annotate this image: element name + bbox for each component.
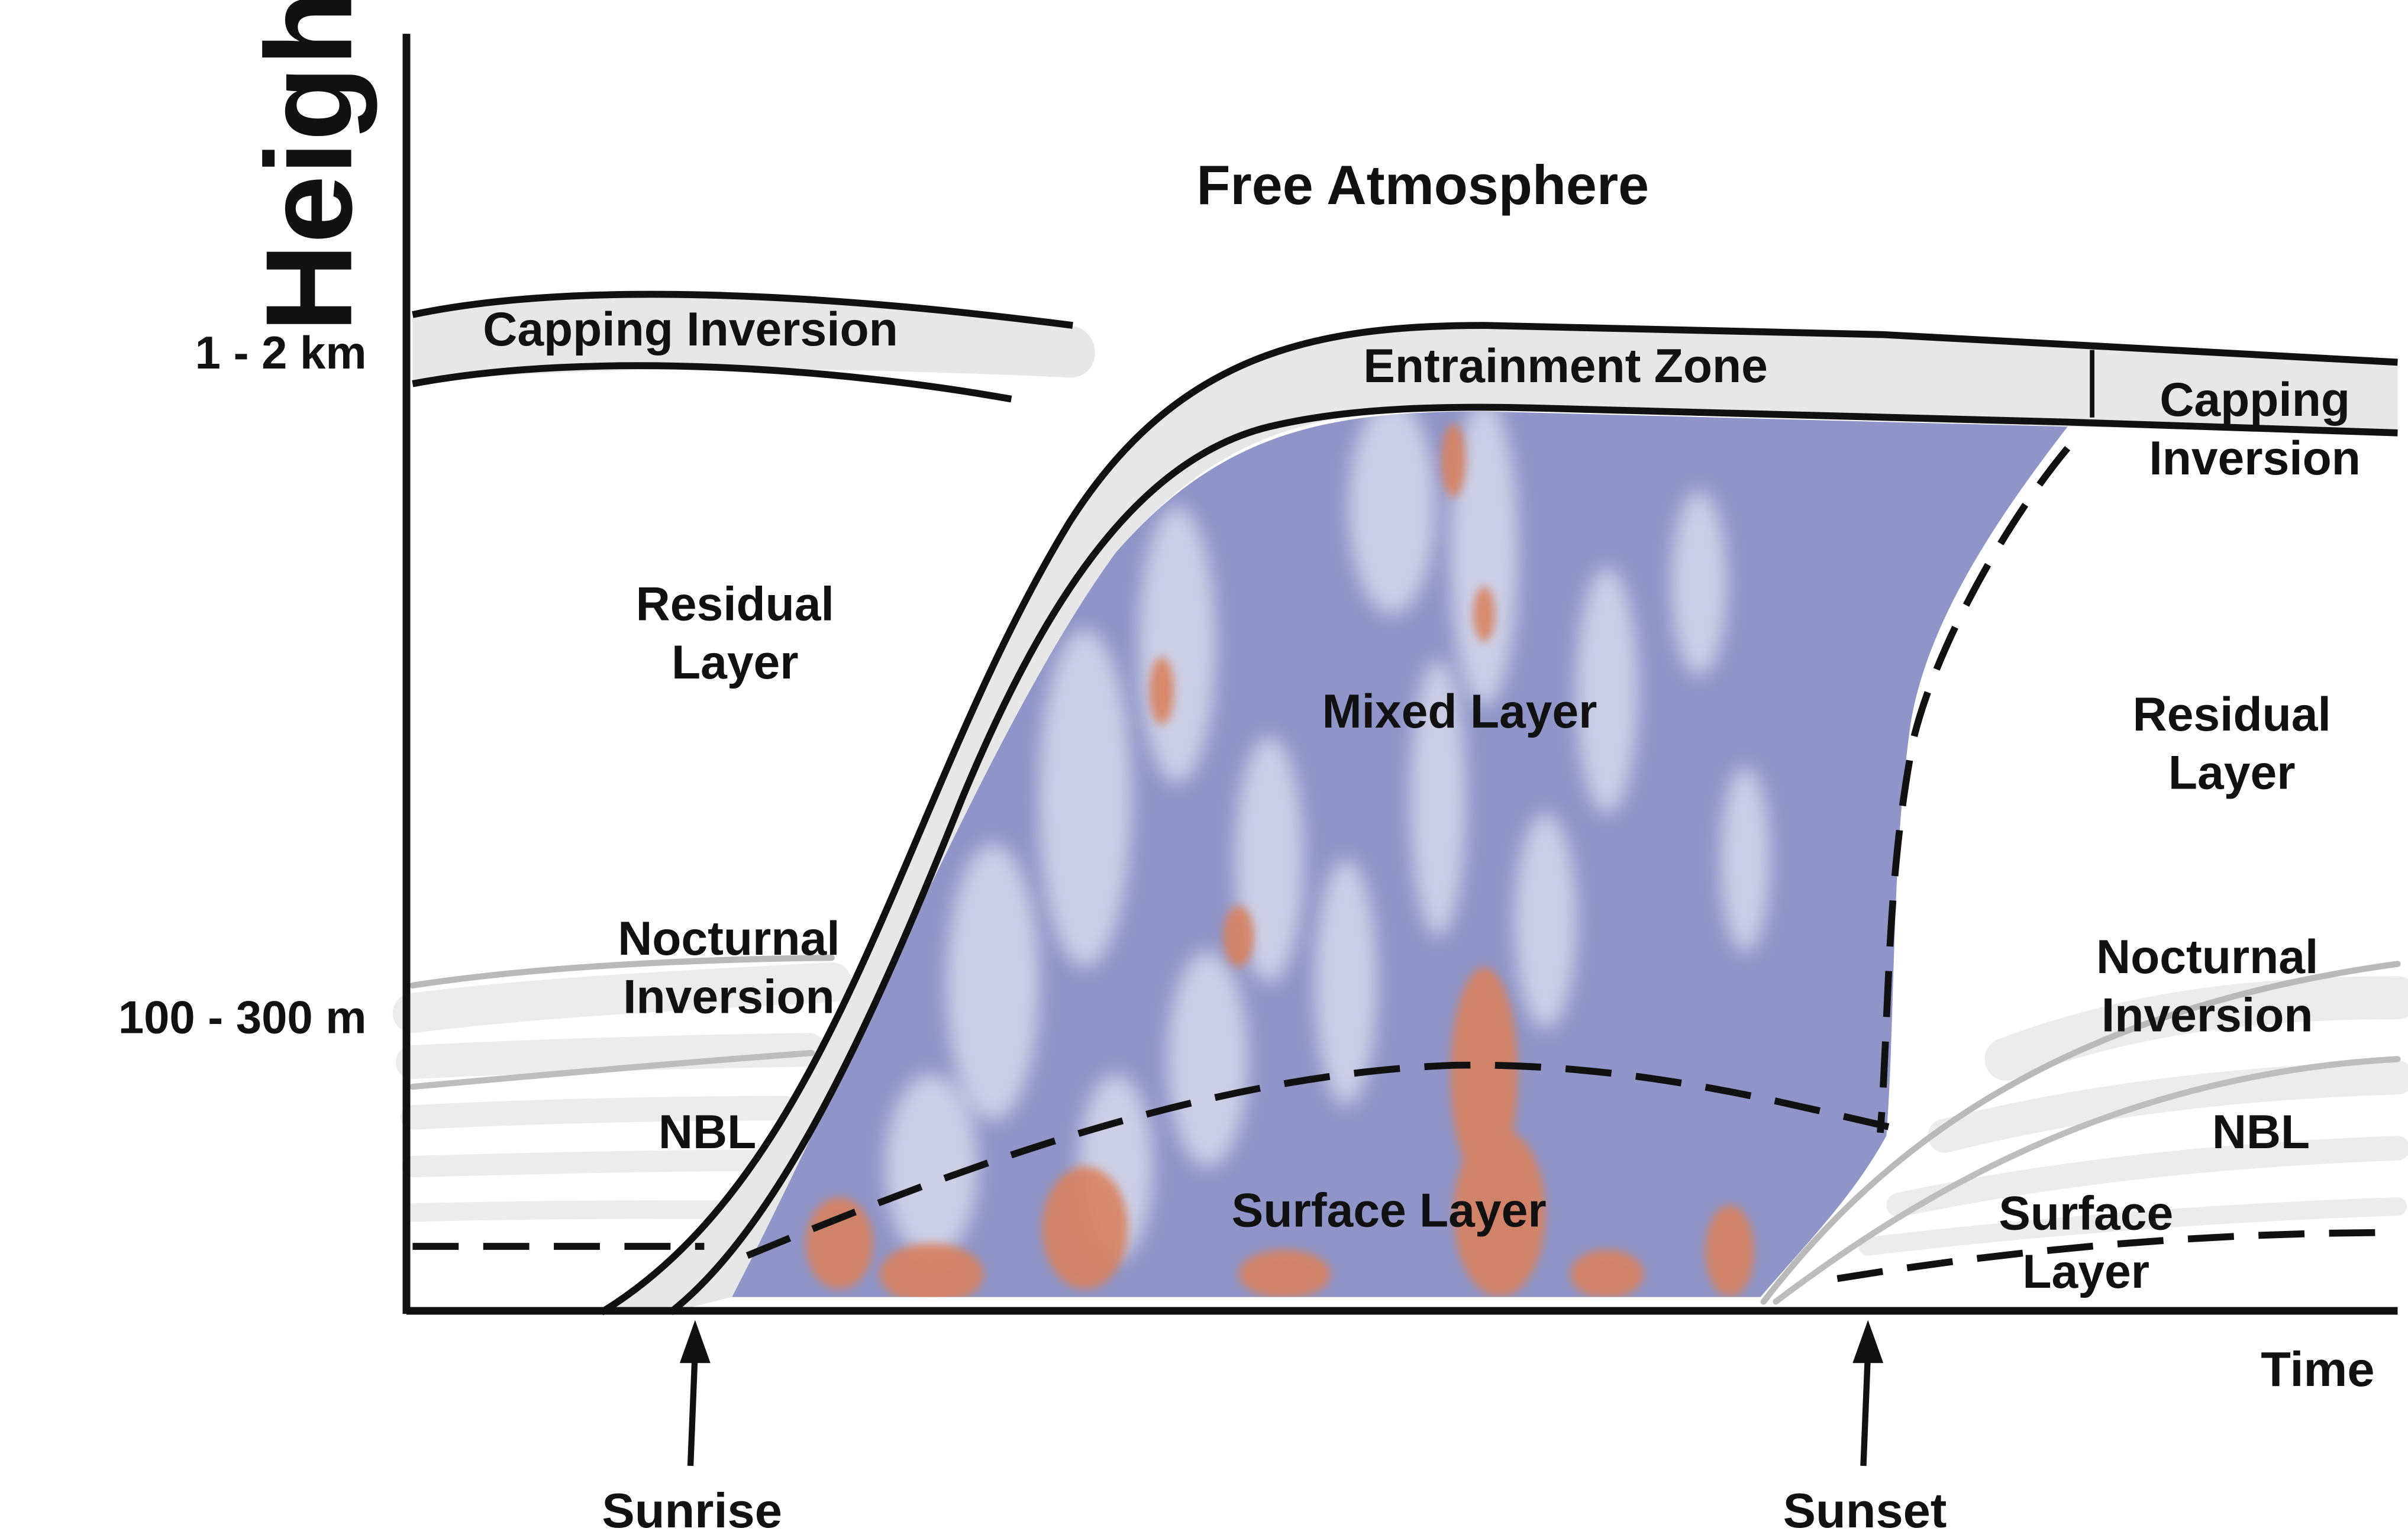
nocturnal-inversion-right-label-1: Nocturnal xyxy=(2096,930,2318,984)
dashed-boundaries xyxy=(412,445,2398,1282)
capping-inversion-right-label-1: Capping xyxy=(2160,373,2350,426)
surface-layer-right-label-1: Surface xyxy=(1999,1187,2173,1240)
nbl-right-label: NBL xyxy=(2212,1106,2310,1159)
entrainment-zone-band xyxy=(599,322,2398,1316)
surface-layer-mid-label: Surface Layer xyxy=(1232,1184,1547,1237)
x-axis-label: Time xyxy=(2261,1342,2374,1397)
residual-layer-right-label-2: Layer xyxy=(2168,747,2296,800)
nocturnal-inversion-left-label-2: Inversion xyxy=(623,971,835,1024)
residual-layer-top-dashed xyxy=(1877,445,2071,1133)
labels: Height 1 - 2 km 100 - 300 m Time Sunrise… xyxy=(118,0,2375,1538)
capping-inversion-left-band xyxy=(412,290,1095,403)
nocturnal-layers-right xyxy=(1760,961,2408,1305)
residual-layer-left-label-2: Layer xyxy=(672,636,799,689)
capping-inversion-left-label: Capping Inversion xyxy=(483,303,898,356)
sunset-arrow-icon xyxy=(1852,1320,1884,1363)
nocturnal-layers-left xyxy=(392,954,852,1222)
y-tick-1-2km: 1 - 2 km xyxy=(195,328,367,379)
surface-layer-top-dashed xyxy=(745,1061,1903,1259)
y-axis-label: Height xyxy=(240,0,377,332)
y-tick-100-300m: 100 - 300 m xyxy=(118,992,367,1043)
axes xyxy=(402,34,2398,1315)
surface-layer-right-label-2: Layer xyxy=(2022,1245,2149,1298)
sunset-label: Sunset xyxy=(1783,1483,1947,1538)
residual-layer-left-label-1: Residual xyxy=(636,577,834,631)
nocturnal-inversion-left-label-1: Nocturnal xyxy=(618,912,840,965)
turbulence-texture xyxy=(805,411,1770,1297)
entrainment-zone-label: Entrainment Zone xyxy=(1363,340,1768,393)
nbl-left-label: NBL xyxy=(659,1106,756,1159)
mixed-layer-body xyxy=(732,411,2068,1297)
free-atmosphere-label: Free Atmosphere xyxy=(1196,154,1649,216)
residual-layer-right-label-1: Residual xyxy=(2133,688,2331,741)
mixed-layer-fill xyxy=(732,411,2068,1297)
sunrise-label: Sunrise xyxy=(602,1483,782,1538)
nocturnal-inversion-right-label-2: Inversion xyxy=(2102,989,2313,1042)
nbl-surface-dashed-right xyxy=(1836,1229,2398,1282)
time-markers xyxy=(679,1320,1884,1466)
mixed-layer-label: Mixed Layer xyxy=(1322,685,1597,738)
capping-inversion-right-label-2: Inversion xyxy=(2149,432,2361,485)
sunrise-arrow-icon xyxy=(679,1320,711,1363)
